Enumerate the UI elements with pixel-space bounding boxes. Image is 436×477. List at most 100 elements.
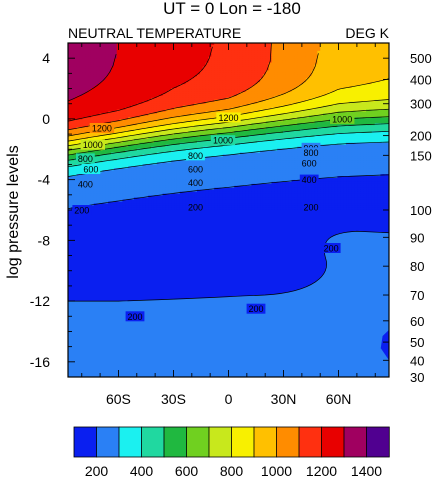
field-cell — [162, 107, 167, 111]
field-cell — [234, 91, 238, 95]
field-cell — [380, 121, 384, 124]
field-cell — [174, 107, 178, 111]
field-cell — [337, 97, 341, 101]
field-cell — [162, 103, 167, 107]
field-cell — [73, 113, 78, 116]
field-cell — [383, 93, 387, 97]
field-cell — [214, 74, 218, 77]
field-cell — [331, 74, 336, 77]
field-cell — [188, 68, 192, 71]
field-cell — [168, 44, 172, 48]
field-cell — [196, 113, 201, 116]
field-cell — [323, 91, 327, 95]
field-cell — [297, 52, 301, 56]
field-cell — [70, 115, 75, 118]
field-cell — [125, 99, 129, 103]
field-cell — [105, 82, 109, 85]
field-cell — [294, 70, 298, 73]
field-cell — [217, 68, 221, 71]
field-cell — [153, 121, 158, 124]
field-cell — [305, 105, 310, 109]
field-cell — [82, 46, 86, 50]
field-cell — [282, 60, 287, 64]
field-cell — [366, 52, 370, 56]
field-cell — [73, 56, 78, 60]
field-cell — [363, 74, 367, 77]
field-cell — [331, 62, 336, 66]
field-cell — [179, 54, 184, 58]
field-cell — [294, 60, 298, 64]
field-cell — [265, 48, 270, 52]
field-cell — [108, 66, 112, 70]
field-cell — [285, 74, 290, 77]
field-cell — [334, 72, 339, 75]
field-cell — [374, 58, 379, 62]
field-cell — [136, 43, 141, 46]
field-cell — [303, 43, 307, 46]
field-cell — [171, 109, 175, 113]
field-cell — [136, 88, 141, 91]
field-cell — [346, 62, 350, 66]
field-cell — [128, 103, 132, 107]
field-cell — [242, 111, 247, 115]
field-cell — [68, 89, 72, 93]
field-cell — [211, 70, 215, 73]
field-cell — [185, 115, 189, 118]
field-cell — [297, 86, 301, 89]
field-cell — [211, 95, 215, 99]
field-cell — [85, 103, 89, 107]
field-cell — [179, 88, 184, 91]
field-cell — [305, 66, 310, 70]
field-cell — [277, 58, 281, 62]
field-cell — [93, 46, 98, 50]
field-cell — [242, 109, 247, 113]
field-cell — [113, 60, 118, 64]
field-cell — [79, 84, 83, 87]
field-cell — [102, 95, 106, 99]
field-cell — [116, 88, 121, 91]
field-cell — [231, 70, 235, 73]
field-cell — [383, 68, 387, 71]
field-cell — [196, 109, 201, 113]
field-cell — [116, 86, 121, 89]
field-cell — [116, 50, 121, 54]
field-cell — [320, 46, 324, 50]
field-cell — [325, 64, 330, 68]
field-cell — [320, 60, 324, 64]
field-cell — [211, 74, 215, 77]
field-cell — [176, 68, 181, 71]
field-cell — [291, 60, 296, 64]
field-cell — [285, 84, 290, 87]
field-cell — [248, 64, 253, 68]
field-cell — [360, 74, 364, 77]
field-cell — [254, 46, 258, 50]
field-cell — [182, 111, 187, 115]
field-cell — [257, 44, 261, 48]
field-cell — [145, 95, 149, 99]
field-cell — [196, 76, 201, 79]
field-cell — [156, 111, 161, 115]
field-cell — [159, 58, 164, 62]
field-cell — [151, 56, 155, 60]
field-cell — [231, 44, 235, 48]
field-cell — [179, 113, 184, 116]
field-cell — [156, 86, 161, 89]
field-cell — [119, 101, 124, 105]
field-cell — [202, 95, 207, 99]
field-cell — [285, 80, 290, 83]
field-cell — [168, 48, 172, 52]
field-cell — [366, 70, 370, 73]
field-cell — [73, 103, 78, 107]
field-cell — [99, 82, 103, 85]
field-cell — [274, 97, 278, 101]
field-cell — [294, 54, 298, 58]
field-cell — [116, 91, 121, 95]
field-cell — [171, 105, 175, 109]
field-cell — [254, 68, 258, 71]
field-cell — [76, 76, 81, 79]
field-cell — [102, 91, 106, 95]
field-cell — [99, 99, 103, 103]
field-cell — [354, 121, 359, 124]
field-cell — [251, 80, 255, 83]
field-cell — [119, 125, 124, 128]
